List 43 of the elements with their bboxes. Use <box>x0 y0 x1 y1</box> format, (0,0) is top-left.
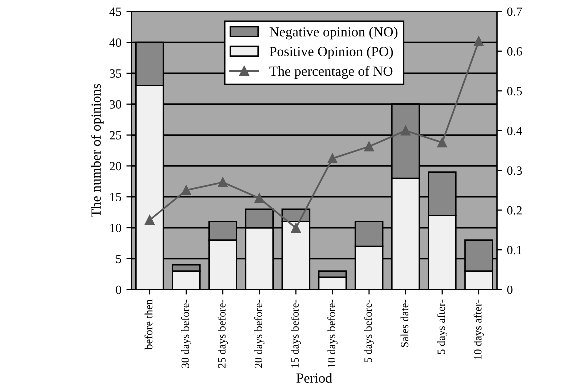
y-tick-label: 40 <box>110 38 122 48</box>
y-tick-label: 25 <box>110 131 122 140</box>
y-axis-title: The number of opinions <box>91 84 104 218</box>
y2-tick-label: 0.3 <box>507 166 522 176</box>
y-tick-label: 0 <box>116 286 122 294</box>
point <box>254 194 264 204</box>
x-tick-label: before then <box>144 300 153 350</box>
point <box>328 154 338 164</box>
point <box>182 186 192 196</box>
legend-label: Negative opinion (NO) <box>270 27 398 40</box>
point <box>145 215 155 226</box>
y-tick-label: 5 <box>116 255 122 264</box>
y-tick-label: 10 <box>110 224 122 232</box>
point <box>474 36 484 46</box>
y2-tick-label: 0.7 <box>507 8 522 16</box>
x-tick-label: 10 days before- <box>328 300 338 368</box>
x-tick-label: 15 days before- <box>291 300 302 368</box>
y2-tick-label: 0 <box>507 286 513 294</box>
y2-tick-label: 0.2 <box>507 206 522 215</box>
y2-tick-label: 0.6 <box>507 47 522 56</box>
legend-label: The percentage of NO <box>270 66 393 80</box>
y-tick-label: 20 <box>110 162 122 171</box>
y2-tick-label: 0.4 <box>507 126 522 136</box>
point <box>364 142 374 152</box>
point <box>291 223 302 234</box>
legend-label: Positive Opinion (PO) <box>270 46 394 60</box>
x-tick-label: 10 days after- <box>474 300 484 360</box>
x-tick-label: 5 days before- <box>364 300 374 362</box>
y-tick-label: 30 <box>110 100 122 109</box>
y2-tick-label: 0.1 <box>507 246 522 255</box>
point <box>400 126 411 136</box>
point <box>438 138 448 148</box>
point <box>218 178 228 188</box>
y-tick-label: 15 <box>110 193 122 202</box>
x-tick-label: 5 days after- <box>437 300 448 354</box>
y-tick-label: 45 <box>110 8 122 16</box>
y-tick-label: 35 <box>110 70 122 78</box>
x-tick-label: 30 days before- <box>181 300 192 368</box>
y2-tick-label: 0.5 <box>507 87 522 96</box>
x-tick-label: 20 days before- <box>254 300 265 368</box>
x-tick-label: Sales date- <box>400 300 409 348</box>
x-axis-title: Period <box>296 373 332 384</box>
x-tick-label: 25 days before- <box>218 300 228 368</box>
